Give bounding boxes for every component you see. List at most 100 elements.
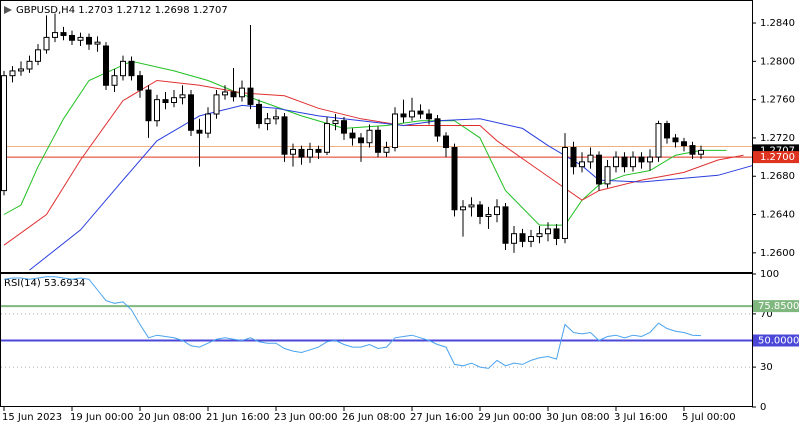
candle-body: [426, 113, 432, 120]
candle-body: [519, 233, 526, 242]
moving-average: [3, 60, 727, 226]
candle-body: [375, 129, 381, 153]
candle-body: [494, 206, 500, 216]
candle-body: [655, 123, 662, 158]
candle-body: [43, 36, 50, 51]
x-tick-label: 19 Jun 00:00: [70, 412, 134, 423]
candle-body: [196, 129, 203, 134]
candle-body: [400, 113, 407, 118]
candle-body: [613, 156, 619, 168]
y-tick-label: 1.2600: [760, 248, 795, 259]
candle-body: [604, 166, 611, 185]
candle-body: [689, 145, 696, 155]
rsi-panel: [0, 273, 753, 407]
y-tick-label: 70: [760, 309, 773, 320]
candle-body: [460, 206, 466, 211]
x-tick-label: 20 Jun 08:00: [138, 412, 202, 423]
level-label-box: [753, 300, 799, 313]
price-panel: [0, 0, 753, 273]
candle-body: [256, 103, 262, 125]
candle-body: [188, 94, 194, 131]
candle-body: [77, 36, 84, 41]
y-tick-label: 30: [760, 362, 773, 373]
candle-body: [332, 120, 339, 125]
candle-body: [1, 75, 7, 192]
x-tick-label: 29 Jun 00:00: [478, 412, 542, 423]
candle-body: [239, 87, 245, 98]
candle-body: [281, 116, 288, 155]
candle-body: [434, 118, 441, 137]
candle-body: [383, 147, 390, 153]
candle-body: [205, 113, 211, 134]
candle-body: [120, 60, 126, 77]
chart-title: GBPUSD,H4 1.2703 1.2712 1.2698 1.2707: [16, 5, 228, 16]
candle-body: [60, 32, 67, 36]
y-tick-label: 1.2760: [760, 95, 795, 106]
y-tick-label: 0: [760, 402, 766, 413]
level-label: 50.0000: [758, 336, 799, 347]
candle-body: [128, 60, 135, 77]
x-tick-label: 5 Jul 00:00: [682, 412, 736, 423]
y-tick-label: 1.2800: [760, 56, 795, 67]
y-tick-label: 1.2840: [760, 18, 795, 29]
symbol-icon: [4, 6, 12, 14]
candle-body: [26, 60, 33, 70]
candle-body: [315, 148, 322, 153]
x-tick-label: 26 Jun 08:00: [342, 412, 406, 423]
candle-body: [213, 94, 220, 115]
candle-body: [409, 110, 415, 118]
candle-body: [621, 156, 628, 168]
y-tick-label: 1.2720: [760, 133, 795, 144]
candle-body: [562, 147, 568, 239]
candle-body: [570, 147, 577, 168]
candle-body: [366, 129, 373, 144]
candle-body: [247, 87, 254, 105]
candle-body: [69, 34, 75, 41]
candle-body: [630, 156, 636, 168]
candle-body: [171, 97, 177, 104]
level-label-box: [753, 334, 799, 347]
candle-body: [111, 75, 118, 86]
candle-body: [179, 94, 186, 99]
candle-body: [9, 70, 16, 77]
candle-body: [579, 161, 585, 168]
candle-body: [545, 228, 551, 235]
y-tick-label: 1.2640: [760, 210, 795, 221]
rsi-title: RSI(14) 53.6934: [4, 278, 85, 289]
candle-body: [392, 113, 398, 149]
candle-body: [162, 99, 169, 104]
moving-average: [29, 104, 753, 271]
candle-body: [596, 154, 602, 185]
candle-body: [511, 233, 517, 244]
candle-body: [18, 68, 24, 72]
price-label: 1.2700: [760, 152, 795, 163]
candle-body: [298, 148, 305, 158]
candle-body: [264, 118, 271, 125]
candle-body: [638, 156, 645, 163]
x-tick-label: 3 Jul 16:00: [614, 412, 668, 423]
y-tick-label: 1.2680: [760, 171, 795, 182]
level-label: 75.8500: [758, 301, 799, 312]
candle-body: [451, 147, 458, 211]
candle-body: [553, 228, 560, 239]
candle-body: [443, 135, 449, 149]
candle-body: [290, 148, 296, 155]
x-tick-label: 23 Jun 00:00: [274, 412, 338, 423]
candle-body: [86, 36, 92, 45]
candle-body: [94, 41, 101, 45]
candle-body: [672, 137, 679, 143]
candle-body: [536, 233, 543, 238]
candle-body: [273, 116, 279, 120]
candle-body: [468, 204, 475, 208]
rsi-line: [3, 276, 702, 369]
x-tick-label: 21 Jun 16:00: [206, 412, 270, 423]
candle-body: [358, 137, 364, 144]
candle-body: [137, 75, 143, 91]
candle-body: [698, 149, 704, 155]
candle-body: [145, 89, 152, 122]
candle-body: [349, 132, 356, 139]
x-tick-label: 30 Jun 08:00: [546, 412, 610, 423]
candle-body: [485, 214, 492, 217]
